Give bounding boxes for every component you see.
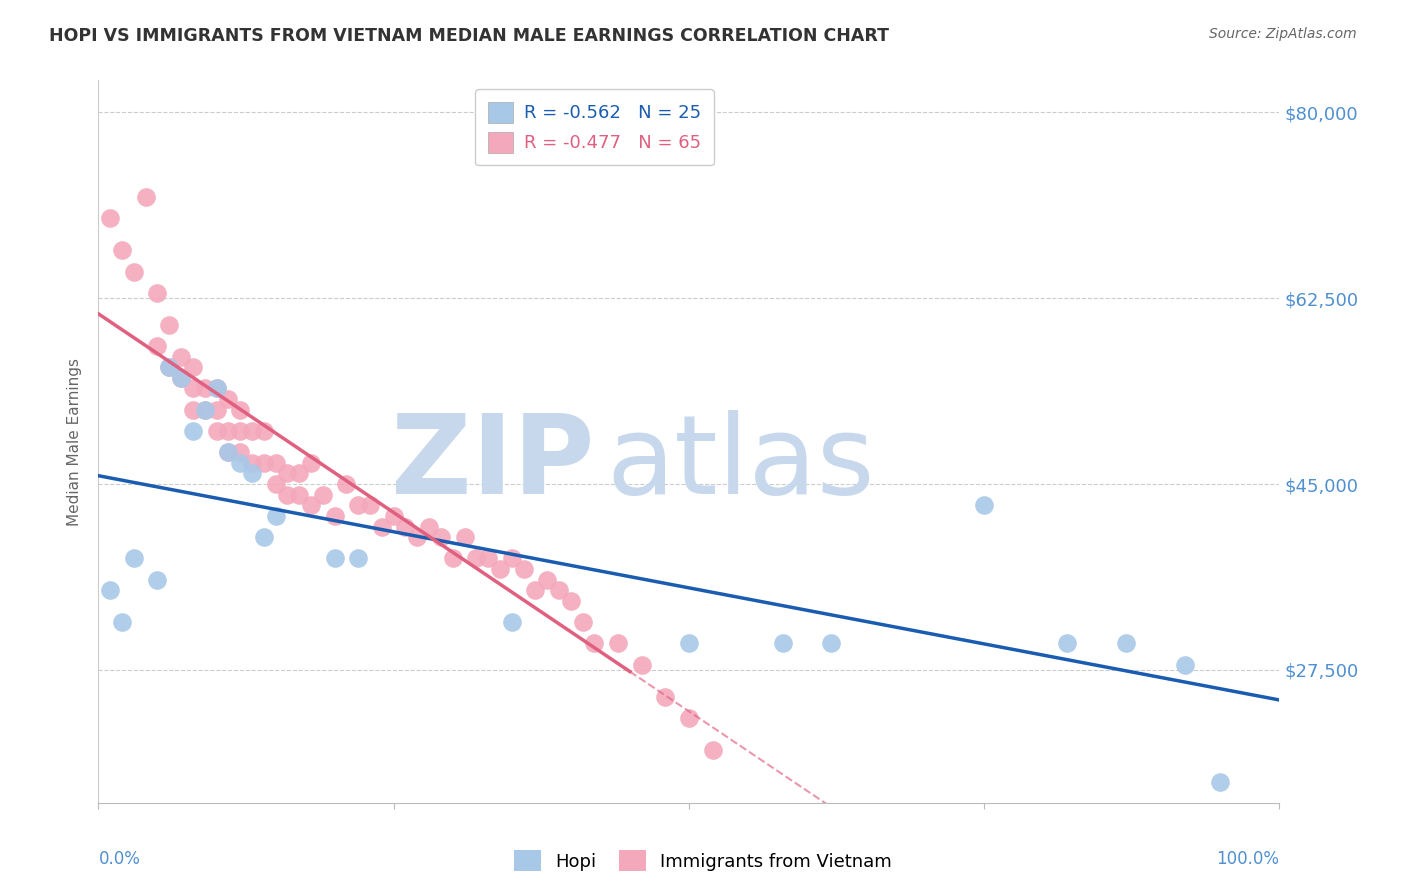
Point <box>583 636 606 650</box>
Point <box>276 467 298 481</box>
Point <box>181 402 204 417</box>
Point <box>229 402 252 417</box>
Point <box>205 381 228 395</box>
Point <box>240 456 263 470</box>
Text: Source: ZipAtlas.com: Source: ZipAtlas.com <box>1209 27 1357 41</box>
Text: HOPI VS IMMIGRANTS FROM VIETNAM MEDIAN MALE EARNINGS CORRELATION CHART: HOPI VS IMMIGRANTS FROM VIETNAM MEDIAN M… <box>49 27 889 45</box>
Point <box>135 190 157 204</box>
Point <box>98 211 121 226</box>
Point <box>382 508 405 523</box>
Point <box>98 583 121 598</box>
Point <box>217 445 239 459</box>
Point <box>347 498 370 512</box>
Point <box>1115 636 1137 650</box>
Point <box>229 445 252 459</box>
Point <box>973 498 995 512</box>
Point <box>229 456 252 470</box>
Point <box>288 488 311 502</box>
Point <box>253 424 276 438</box>
Point <box>1174 657 1197 672</box>
Point <box>702 742 724 756</box>
Point <box>548 583 571 598</box>
Point <box>359 498 381 512</box>
Point <box>654 690 676 704</box>
Text: 0.0%: 0.0% <box>98 850 141 868</box>
Point <box>288 467 311 481</box>
Point <box>394 519 416 533</box>
Point <box>406 530 429 544</box>
Point <box>146 573 169 587</box>
Point <box>146 285 169 300</box>
Point <box>453 530 475 544</box>
Point <box>489 562 512 576</box>
Point <box>122 264 145 278</box>
Point <box>170 371 193 385</box>
Point <box>335 477 357 491</box>
Point <box>276 488 298 502</box>
Point <box>1209 774 1232 789</box>
Point <box>253 530 276 544</box>
Point <box>418 519 440 533</box>
Point <box>170 371 193 385</box>
Legend: Hopi, Immigrants from Vietnam: Hopi, Immigrants from Vietnam <box>508 843 898 879</box>
Point <box>1056 636 1078 650</box>
Point <box>678 711 700 725</box>
Y-axis label: Median Male Earnings: Median Male Earnings <box>67 358 83 525</box>
Point <box>607 636 630 650</box>
Point <box>477 551 499 566</box>
Point <box>194 402 217 417</box>
Point <box>560 594 582 608</box>
Point <box>217 392 239 406</box>
Point <box>512 562 534 576</box>
Point <box>264 477 287 491</box>
Point <box>146 339 169 353</box>
Point <box>205 424 228 438</box>
Point <box>441 551 464 566</box>
Text: atlas: atlas <box>606 409 875 516</box>
Point <box>772 636 794 650</box>
Point <box>111 244 134 258</box>
Point <box>253 456 276 470</box>
Point <box>501 551 523 566</box>
Point <box>264 508 287 523</box>
Point <box>347 551 370 566</box>
Point <box>181 424 204 438</box>
Point <box>465 551 488 566</box>
Point <box>170 350 193 364</box>
Point <box>323 551 346 566</box>
Point <box>122 551 145 566</box>
Point <box>205 402 228 417</box>
Point <box>571 615 593 630</box>
Text: ZIP: ZIP <box>391 409 595 516</box>
Point <box>371 519 394 533</box>
Point <box>630 657 652 672</box>
Point <box>501 615 523 630</box>
Point <box>524 583 547 598</box>
Point <box>323 508 346 523</box>
Point <box>820 636 842 650</box>
Point <box>157 318 180 332</box>
Point <box>430 530 453 544</box>
Point <box>111 615 134 630</box>
Point <box>536 573 558 587</box>
Point <box>678 636 700 650</box>
Point <box>312 488 335 502</box>
Point <box>181 381 204 395</box>
Point <box>217 445 239 459</box>
Point <box>205 381 228 395</box>
Text: 100.0%: 100.0% <box>1216 850 1279 868</box>
Point <box>299 498 322 512</box>
Point <box>217 424 239 438</box>
Point <box>181 360 204 375</box>
Point <box>264 456 287 470</box>
Point <box>194 402 217 417</box>
Point <box>240 467 263 481</box>
Legend: R = -0.562   N = 25, R = -0.477   N = 65: R = -0.562 N = 25, R = -0.477 N = 65 <box>475 89 714 165</box>
Point <box>229 424 252 438</box>
Point <box>299 456 322 470</box>
Point <box>240 424 263 438</box>
Point <box>157 360 180 375</box>
Point <box>194 381 217 395</box>
Point <box>157 360 180 375</box>
